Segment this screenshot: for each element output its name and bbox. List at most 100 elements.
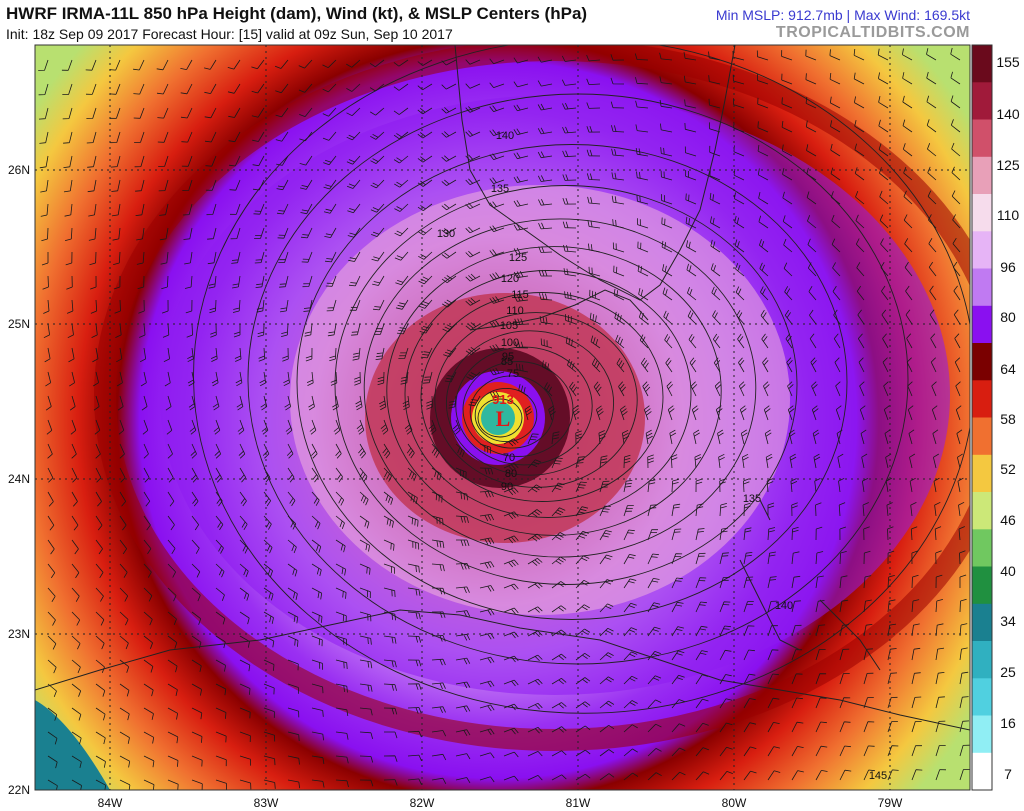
wind-barb xyxy=(279,275,289,288)
wind-barb xyxy=(838,477,845,493)
wind-barb xyxy=(278,251,289,263)
wind-barb xyxy=(538,222,553,230)
wind-barb xyxy=(563,268,577,277)
wind-barb xyxy=(635,124,649,133)
wind-barb xyxy=(167,707,178,720)
wind-barb xyxy=(887,575,895,589)
wind-barb xyxy=(66,299,74,314)
wind-barb xyxy=(853,72,865,85)
wind-barb xyxy=(539,293,553,301)
wind-barb xyxy=(395,299,409,310)
wind-barb xyxy=(88,203,97,217)
wind-barb xyxy=(489,129,505,136)
wind-barb xyxy=(287,635,299,647)
wind-barb xyxy=(205,179,217,191)
wind-barb xyxy=(47,491,54,507)
wind-barb xyxy=(684,146,697,157)
wind-barb xyxy=(835,405,842,421)
wind-barb xyxy=(279,299,289,313)
wind-barb xyxy=(205,155,217,167)
wind-barb xyxy=(191,587,201,602)
wind-barb xyxy=(165,395,172,411)
colorbar-swatch xyxy=(972,454,992,493)
wind-barb xyxy=(332,395,339,411)
wind-barb xyxy=(569,381,578,397)
wind-barb xyxy=(839,551,847,565)
wind-barb xyxy=(303,299,313,312)
wind-barb xyxy=(359,563,371,575)
wind-barb xyxy=(767,600,778,613)
wind-barb xyxy=(767,551,776,565)
wind-barb xyxy=(575,481,587,493)
wind-barb xyxy=(527,775,543,781)
wind-barb xyxy=(143,587,153,602)
wind-barb xyxy=(503,655,519,663)
wind-barb xyxy=(276,179,289,191)
wind-barb xyxy=(934,501,941,517)
wind-barb xyxy=(455,729,471,737)
wind-barb xyxy=(370,131,385,140)
wind-barb xyxy=(647,529,659,541)
wind-barb xyxy=(575,652,591,661)
wind-barb xyxy=(287,683,299,694)
wind-barb xyxy=(38,59,49,71)
wind-barb xyxy=(287,731,300,742)
wind-barb xyxy=(833,333,841,349)
wind-barb xyxy=(911,672,921,685)
wind-barb xyxy=(513,128,529,136)
wind-barb xyxy=(167,635,178,649)
wind-barb xyxy=(659,52,673,61)
wind-barb xyxy=(465,202,481,210)
wind-barb xyxy=(119,611,129,626)
wind-barb xyxy=(691,405,699,421)
wind-barb xyxy=(863,769,875,781)
wind-barb xyxy=(323,179,337,190)
wind-barb xyxy=(831,238,841,253)
wind-barb xyxy=(690,381,698,397)
lat-axis: 26N 25N 24N 23N 22N xyxy=(8,163,30,797)
wind-barb xyxy=(623,602,637,613)
coastline-florida xyxy=(454,45,736,301)
wind-barb xyxy=(372,299,385,311)
wind-barb xyxy=(252,155,265,167)
colorbar-label: 64 xyxy=(1000,361,1016,377)
height-contour xyxy=(404,270,692,518)
wind-barb xyxy=(191,515,200,531)
wind-barb xyxy=(719,478,726,493)
wind-barb xyxy=(215,515,224,531)
wind-barb xyxy=(527,533,543,542)
wind-barb xyxy=(393,155,409,164)
wind-barb xyxy=(40,203,49,217)
wind-barb xyxy=(688,333,697,349)
wind-barb xyxy=(417,155,433,163)
colorbar-label: 110 xyxy=(997,207,1020,223)
wind-barb xyxy=(383,515,394,528)
wind-barb xyxy=(791,721,804,733)
wind-barb xyxy=(455,491,469,501)
wind-barb xyxy=(805,49,817,61)
wind-barb xyxy=(383,563,395,574)
wind-barb xyxy=(902,48,913,61)
wind-barb xyxy=(637,264,649,277)
wind-barb xyxy=(215,611,226,625)
wind-barb xyxy=(904,238,913,253)
wind-barb xyxy=(441,155,457,162)
wind-barb xyxy=(167,467,174,483)
wind-barb xyxy=(136,227,145,241)
wind-barb xyxy=(503,535,519,544)
wind-barb xyxy=(346,107,361,117)
wind-barb xyxy=(637,218,649,229)
wind-barb xyxy=(112,227,121,241)
wind-barb xyxy=(311,731,324,741)
wind-barb xyxy=(417,131,433,139)
wind-barb xyxy=(887,769,899,781)
wind-barb xyxy=(685,193,697,205)
wind-barb xyxy=(551,702,567,709)
colorbar-swatch xyxy=(972,45,992,83)
lon-tick-label: 80W xyxy=(722,796,747,810)
wind-barb xyxy=(514,294,529,302)
wind-barb xyxy=(562,126,577,134)
wind-barb xyxy=(551,431,560,445)
wind-barb xyxy=(809,309,817,325)
